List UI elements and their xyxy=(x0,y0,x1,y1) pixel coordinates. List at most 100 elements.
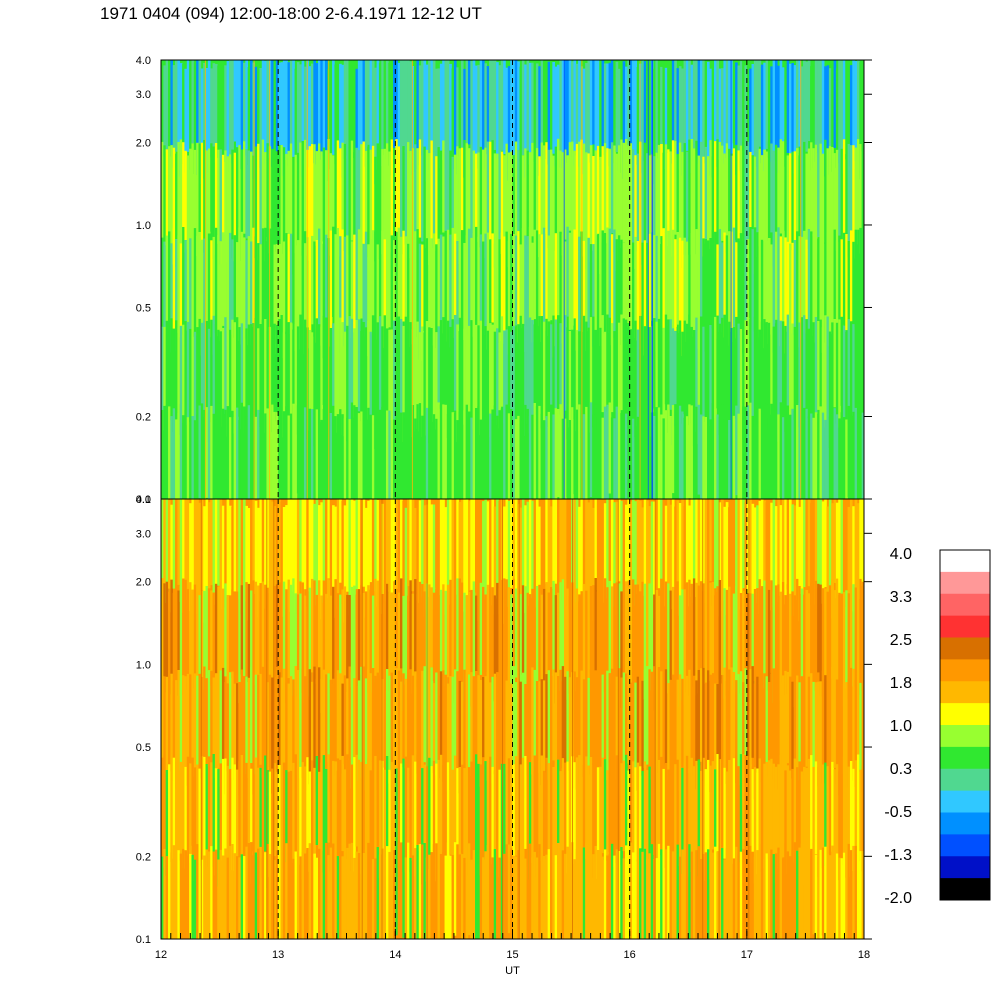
spectrogram-cell xyxy=(779,139,783,234)
spectrogram-cell xyxy=(294,239,298,352)
spectrogram-cell xyxy=(507,587,511,693)
spectrogram-cell xyxy=(343,586,347,681)
spectrogram-cell xyxy=(252,855,256,939)
spectrogram-cell xyxy=(254,318,258,418)
spectrogram-cell xyxy=(681,849,684,939)
spectrogram-cell xyxy=(364,849,368,939)
spectrogram-cell xyxy=(561,234,565,344)
spectrogram-cell xyxy=(371,499,375,585)
spectrogram-cell xyxy=(561,850,565,939)
spectrogram-cell xyxy=(826,506,830,624)
spectrogram-cell xyxy=(320,419,323,499)
spectrogram-cell xyxy=(735,144,738,241)
spectrogram-cell xyxy=(805,767,809,868)
spectrogram-cell xyxy=(599,591,602,693)
spectrogram-cell xyxy=(196,499,199,614)
colorbar-label: 1.0 xyxy=(890,718,912,735)
spectrogram-cell xyxy=(578,141,581,251)
spectrogram-cell xyxy=(484,147,488,258)
spectrogram-cell xyxy=(371,415,375,499)
spectrogram-cell xyxy=(711,156,715,268)
spectrogram-cell xyxy=(245,582,248,687)
spectrogram-cell xyxy=(200,403,204,498)
spectrogram-cell xyxy=(430,587,434,696)
spectrogram-streak xyxy=(273,499,275,939)
spectrogram-cell xyxy=(364,678,368,791)
spectrogram-cell xyxy=(601,674,605,772)
spectrogram-cell xyxy=(721,145,724,241)
spectrogram-cell xyxy=(800,676,804,775)
spectrogram-cell xyxy=(357,229,361,320)
spectrogram-cell xyxy=(852,584,855,687)
spectrogram-cell xyxy=(824,675,827,784)
spectrogram-cell xyxy=(217,403,220,499)
spectrogram-cell xyxy=(599,852,602,939)
spectrogram-cell xyxy=(453,413,457,499)
spectrogram-cell xyxy=(742,682,745,800)
spectrogram-cell xyxy=(657,144,661,263)
spectrogram-cell xyxy=(704,324,708,422)
spectrogram-cell xyxy=(381,326,384,417)
spectrogram-cell xyxy=(578,683,581,784)
spectrogram-cell xyxy=(177,499,181,585)
spectrogram-cell xyxy=(493,60,497,150)
spectrogram-cell xyxy=(545,757,548,860)
spectrogram-cell xyxy=(620,847,623,939)
spectrogram-cell xyxy=(655,674,659,768)
spectrogram-cell xyxy=(339,673,342,777)
spectrogram-cell xyxy=(721,770,724,863)
spectrogram-cell xyxy=(336,670,340,759)
spectrogram-cell xyxy=(849,586,853,678)
spectrogram-cell xyxy=(824,419,827,499)
spectrogram-cell xyxy=(819,584,823,696)
spectrogram-cell xyxy=(261,139,265,229)
spectrogram-cell xyxy=(552,844,555,939)
spectrogram-cell xyxy=(641,60,645,173)
spectrogram-cell xyxy=(482,757,485,856)
spectrogram-cell xyxy=(491,233,495,323)
spectrogram-cell xyxy=(697,846,701,939)
spectrogram-cell xyxy=(634,320,637,438)
spectrogram-cell xyxy=(667,230,670,320)
spectrogram-cell xyxy=(573,60,577,166)
spectrogram-streak xyxy=(518,499,520,939)
spectrogram-cell xyxy=(163,677,166,778)
spectrogram-cell xyxy=(510,850,513,939)
spectrogram-cell xyxy=(463,140,466,245)
spectrogram-cell xyxy=(615,328,619,439)
spectrogram-cell xyxy=(573,594,577,703)
spectrogram-cell xyxy=(299,142,302,249)
spectrogram-cell xyxy=(177,327,181,424)
spectrogram-cell xyxy=(200,68,204,184)
spectrogram-cell xyxy=(624,845,628,939)
spectrogram-cell xyxy=(521,757,525,856)
spectrogram-cell xyxy=(437,147,441,255)
spectrogram-cell xyxy=(254,581,258,686)
spectrogram-cell xyxy=(407,767,410,879)
spectrogram-streak xyxy=(651,60,653,499)
spectrogram-cell xyxy=(193,149,197,247)
spectrogram-cell xyxy=(627,145,630,234)
spectrogram-cell xyxy=(772,854,776,939)
spectrogram-cell xyxy=(266,60,270,162)
spectrogram-cell xyxy=(704,852,708,939)
spectrogram-cell xyxy=(512,578,516,678)
spectrogram-cell xyxy=(533,499,537,605)
spectrogram-cell xyxy=(451,499,455,603)
spectrogram-cell xyxy=(685,323,689,421)
spectrogram-cell xyxy=(512,666,516,783)
spectrogram-cell xyxy=(205,407,209,498)
spectrogram-cell xyxy=(824,66,827,177)
spectrogram-cell xyxy=(617,668,621,770)
spectrogram-cell xyxy=(301,141,305,256)
spectrogram-cell xyxy=(193,767,197,881)
spectrogram-cell xyxy=(571,141,574,259)
spectrogram-cell xyxy=(315,318,319,420)
spectrogram-cell xyxy=(381,149,384,255)
spectrogram-cell xyxy=(301,413,305,499)
spectrogram-cell xyxy=(538,584,541,688)
spectrogram-cell xyxy=(798,402,802,499)
spectrogram-cell xyxy=(519,681,523,777)
spectrogram-cell xyxy=(348,316,352,429)
spectrogram-cell xyxy=(856,139,860,230)
